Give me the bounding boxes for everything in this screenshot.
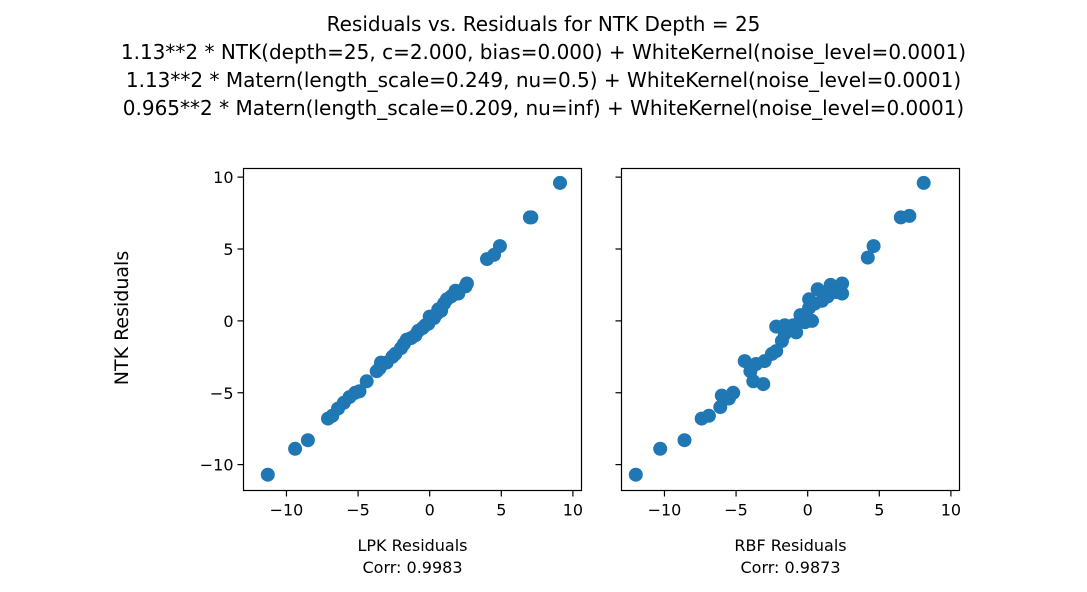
rbf-points [628,175,931,482]
rbf-point-39 [860,250,875,265]
lpk-scatter-panel: −10 −5 0 5 10 −10 −5 0 5 10 LPK Residuals Corr: 0… [200,167,583,577]
lpk-point-1 [288,441,303,456]
rbf-xtick-label-3: 5 [874,501,884,520]
lpk-points [260,175,567,482]
lpk-xtick-label-3: 5 [496,501,506,520]
rbf-xtick-label-4: 10 [941,501,961,520]
lpk-point-2 [300,433,315,448]
rbf-point-4 [701,408,716,423]
rbf-point-2 [677,433,692,448]
lpk-ytick-label-0: −10 [200,456,234,475]
rbf-point-43 [916,175,931,190]
title-line-4: 0.965**2 * Matern(length_scale=0.209, nu… [122,96,965,120]
lpk-ytick-label-1: −5 [210,384,234,403]
lpk-ticks: −10 −5 0 5 10 −10 −5 0 5 10 [200,168,583,519]
rbf-xtick-label-2: 0 [803,501,813,520]
rbf-axes-frame [620,167,961,492]
lpk-point-43 [553,175,567,190]
rbf-point-42 [902,208,917,223]
lpk-ytick-label-3: 5 [223,240,233,259]
lpk-point-37 [459,276,474,291]
title-line-1: Residuals vs. Residuals for NTK Depth = … [326,12,761,36]
rbf-scatter-panel: −10 −5 0 5 10 RBF Residuals Corr: 0.9873 [615,167,961,577]
rbf-point-1 [653,441,668,456]
rbf-point-38 [835,286,850,301]
rbf-point-0 [628,467,643,482]
lpk-x-axis-label: LPK Residuals [357,536,467,555]
lpk-xtick-label-2: 0 [425,501,435,520]
rbf-xtick-label-0: −10 [648,501,682,520]
rbf-point-40 [866,239,881,254]
figure-title: Residuals vs. Residuals for NTK Depth = … [0,10,1087,122]
title-line-2: 1.13**2 * NTK(depth=25, c=2.000, bias=0.… [120,40,967,64]
lpk-axes-frame [242,167,583,492]
lpk-point-40 [492,239,507,254]
rbf-x-axis-label: RBF Residuals [734,536,846,555]
rbf-point-8 [726,385,741,400]
lpk-ytick-label-2: 0 [223,312,233,331]
y-axis-title: NTK Residuals [111,251,133,385]
rbf-corr-label: Corr: 0.9873 [740,558,840,577]
lpk-xtick-label-1: −5 [346,501,370,520]
lpk-ytick-label-4: 10 [213,168,233,187]
rbf-point-13 [756,377,771,392]
lpk-xtick-label-0: −10 [270,501,304,520]
rbf-point-5 [713,400,728,415]
lpk-point-10 [359,374,374,389]
lpk-corr-label: Corr: 0.9983 [362,558,462,577]
rbf-point-37 [835,276,850,291]
rbf-point-23 [789,325,804,340]
lpk-point-9 [352,384,367,399]
lpk-point-0 [260,467,275,482]
lpk-point-42 [524,210,539,225]
rbf-ticks: −10 −5 0 5 10 [615,176,961,520]
lpk-xtick-label-4: 10 [563,501,583,520]
title-line-3: 1.13**2 * Matern(length_scale=0.249, nu=… [125,68,962,92]
rbf-xtick-label-1: −5 [724,501,748,520]
rbf-point-29 [805,313,819,328]
